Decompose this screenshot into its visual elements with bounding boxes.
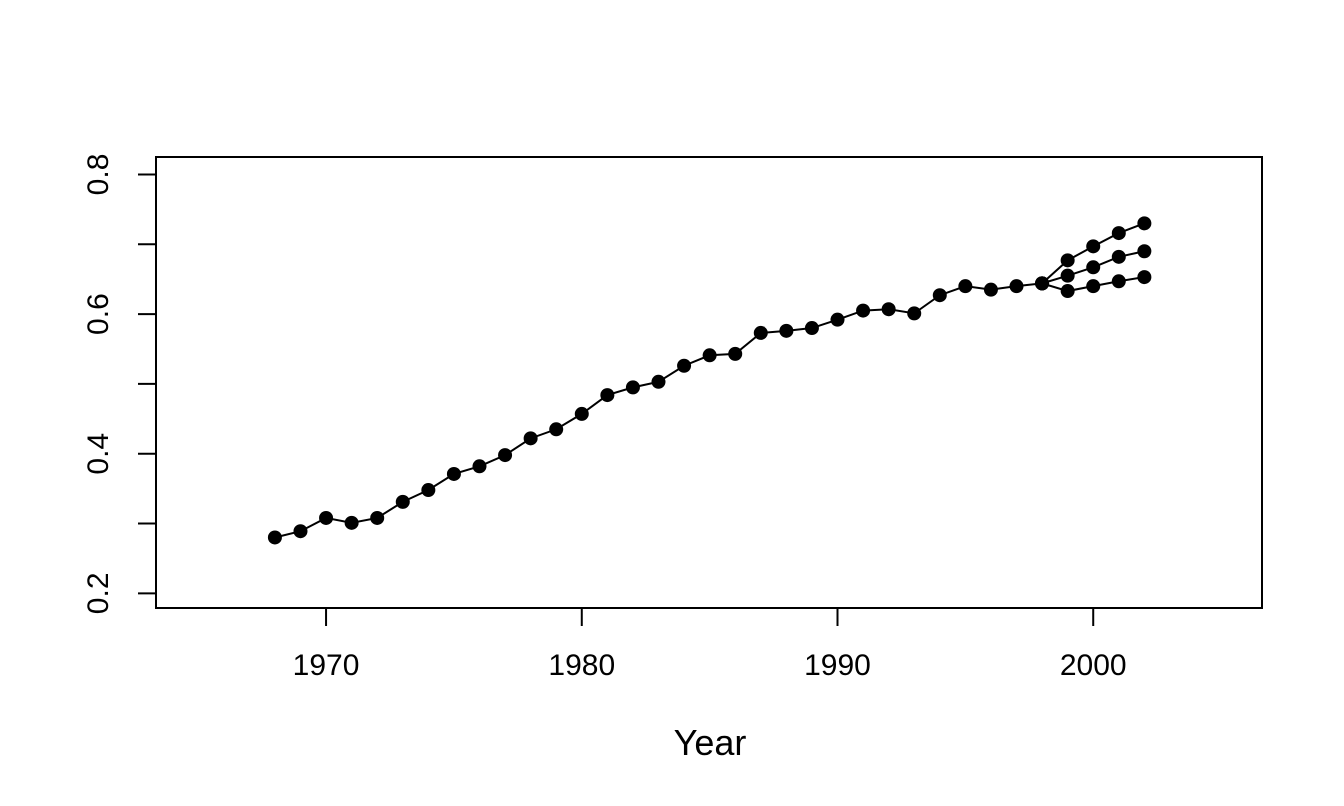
data-point: [267, 530, 282, 545]
data-point: [932, 288, 947, 303]
x-axis-title: Year: [674, 722, 747, 763]
data-point: [1111, 274, 1126, 289]
x-tick-label: 1970: [293, 649, 360, 682]
data-point: [830, 312, 845, 327]
plot-box: [155, 156, 1263, 609]
data-point: [1060, 284, 1075, 299]
data-point: [395, 494, 410, 509]
data-point: [498, 448, 513, 463]
data-point: [1137, 216, 1152, 231]
data-point: [677, 358, 692, 373]
data-point: [523, 431, 538, 446]
data-point: [549, 422, 564, 437]
data-point: [344, 515, 359, 530]
y-tick-label: 0.4: [82, 433, 115, 475]
data-point: [319, 510, 334, 525]
data-point: [1086, 260, 1101, 275]
data-point: [370, 510, 385, 525]
data-point: [804, 321, 819, 336]
data-point: [574, 406, 589, 421]
data-point: [472, 459, 487, 474]
data-point: [625, 380, 640, 395]
data-point: [446, 466, 461, 481]
data-point: [651, 374, 666, 389]
data-point: [1111, 226, 1126, 241]
y-tick-label: 0.2: [82, 572, 115, 614]
data-point: [728, 346, 743, 361]
data-point: [1137, 244, 1152, 259]
data-point: [881, 302, 896, 317]
data-point: [1111, 249, 1126, 264]
data-point: [1137, 270, 1152, 285]
plot-area: 1970 1980 1990 2000 0.2 0.4 0.6 0.8: [82, 154, 1263, 682]
data-point: [958, 279, 973, 294]
data-point: [1009, 279, 1024, 294]
data-point: [293, 524, 308, 539]
series-line-observed: [274, 282, 1043, 539]
data-point: [1035, 276, 1050, 291]
data-point: [856, 303, 871, 318]
data-point: [779, 323, 794, 338]
data-point: [1060, 253, 1075, 268]
data-point: [421, 483, 436, 498]
data-point: [753, 325, 768, 340]
data-point: [702, 348, 717, 363]
x-tick-label: 2000: [1060, 649, 1127, 682]
x-tick-label: 1990: [804, 649, 871, 682]
data-point: [1060, 268, 1075, 283]
data-point: [1086, 279, 1101, 294]
data-point: [1086, 239, 1101, 254]
x-tick-label: 1980: [548, 649, 615, 682]
data-point: [983, 282, 998, 297]
y-tick-label: 0.8: [82, 154, 115, 196]
data-point: [600, 388, 615, 403]
y-tick-label: 0.6: [82, 293, 115, 335]
data-point: [907, 306, 922, 321]
